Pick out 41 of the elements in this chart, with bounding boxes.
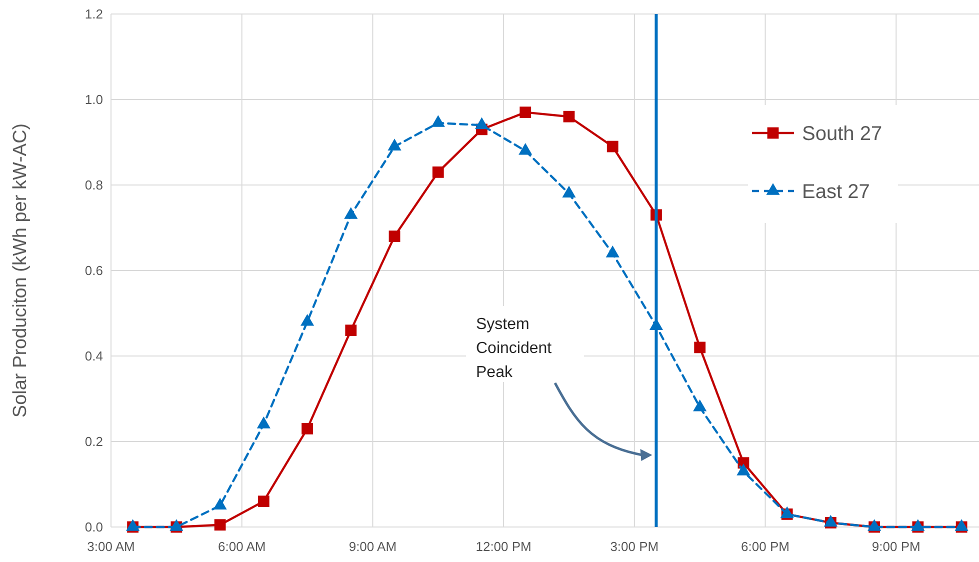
- annotation: System Coincident Peak: [476, 316, 552, 381]
- point: [388, 230, 400, 242]
- point: [606, 140, 618, 152]
- y-tick-label: 0.2: [84, 434, 103, 450]
- point: [824, 514, 838, 527]
- legend-label: South 27: [802, 123, 882, 145]
- point: [562, 186, 576, 198]
- point: [518, 142, 532, 155]
- y-tick-label: 0.4: [84, 348, 103, 364]
- y-tick-label: 0.6: [84, 263, 103, 278]
- point: [432, 166, 444, 178]
- x-tick-label: 12:00 PM: [476, 539, 532, 554]
- y-tick-label: 1.0: [84, 92, 103, 108]
- y-tick-label: 1.2: [84, 6, 103, 22]
- x-tick-label: 6:00 AM: [218, 539, 266, 554]
- point: [258, 496, 270, 508]
- x-tick-label: 3:00 PM: [610, 539, 659, 554]
- legend-label: East 27: [802, 181, 870, 203]
- point: [300, 314, 314, 326]
- point: [256, 416, 270, 428]
- x-tick-label: 6:00 PM: [741, 539, 790, 554]
- point: [213, 498, 227, 510]
- point: [693, 399, 707, 412]
- point: [344, 207, 358, 219]
- point: [302, 422, 313, 434]
- point: [520, 106, 532, 118]
- point: [474, 117, 489, 130]
- point: [563, 110, 575, 122]
- point: [431, 115, 445, 127]
- point: [345, 324, 357, 336]
- point: [606, 246, 620, 258]
- y-tick-label: 0.0: [84, 520, 103, 535]
- point: [694, 342, 706, 354]
- y-tick-label: 0.8: [84, 178, 103, 193]
- x-tick-label: 3:00 AM: [87, 539, 135, 554]
- x-tick-label: 9:00 AM: [348, 539, 397, 554]
- y-axis-title: Solar Produciton (kWh per kW-AC): [10, 123, 31, 418]
- x-tick-label: 9:00 PM: [872, 539, 920, 554]
- point: [736, 464, 750, 476]
- point: [214, 519, 226, 531]
- point: [388, 138, 402, 150]
